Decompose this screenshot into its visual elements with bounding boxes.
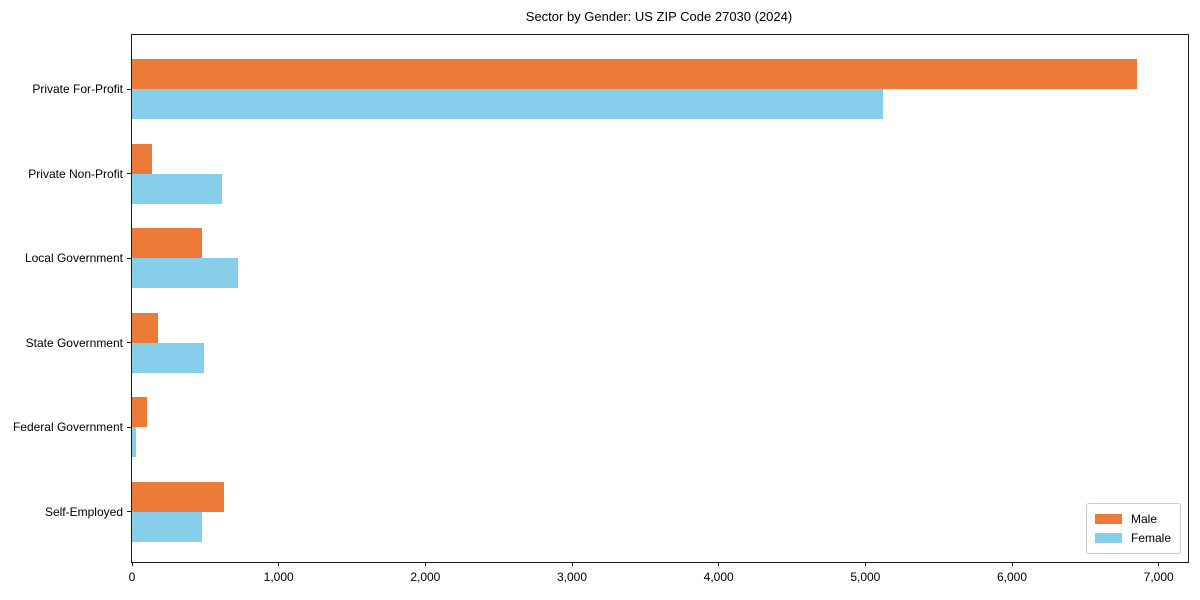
y-tick-state-government <box>127 342 131 343</box>
y-axis-label-federal-government: Federal Government <box>12 420 123 434</box>
bar-female-federal-government <box>132 427 136 457</box>
y-axis-label-self-employed: Self-Employed <box>44 504 123 519</box>
bar-male-local-government <box>132 228 203 258</box>
legend: Male Female <box>1085 503 1181 554</box>
x-tick-3 <box>571 562 573 566</box>
y-tick-self-employed <box>127 511 131 512</box>
y-tick-local-government <box>127 257 131 259</box>
x-axis-label-7: 7,000 <box>1143 570 1174 584</box>
y-axis-label-local-government: Local Government <box>24 251 123 265</box>
x-axis-label-0: 0 <box>128 570 136 584</box>
y-tick-private-non-profit <box>127 173 131 174</box>
bar-female-local-government <box>132 258 239 288</box>
legend-female-swatch <box>1094 532 1122 543</box>
x-tick-5 <box>864 562 866 566</box>
bar-male-state-government <box>132 312 159 343</box>
x-axis-label-1: 1,000 <box>263 570 294 584</box>
legend-female-label: Female <box>1130 530 1171 545</box>
plot-area: Male Female Private For-Profit Private No… <box>13 34 1189 584</box>
bar-female-state-government <box>132 342 204 373</box>
bar-female-self-employed <box>132 511 203 542</box>
bar-male-self-employed <box>132 481 225 512</box>
x-axis-label-4: 4,000 <box>703 570 734 584</box>
legend-item-female: Female <box>1094 528 1171 547</box>
x-tick-0 <box>131 562 133 566</box>
y-axis-label-private-non-profit: Private Non-Profit <box>28 166 123 181</box>
x-axis-label-3: 3,000 <box>556 570 588 584</box>
x-axis-label-6: 6,000 <box>996 570 1028 584</box>
y-tick-private-for-profit <box>127 88 131 90</box>
bar-male-private-non-profit <box>132 143 152 174</box>
x-axis-label-5: 5,000 <box>850 570 881 584</box>
bar-male-federal-government <box>132 397 147 427</box>
x-axis-label-2: 2,000 <box>410 570 441 584</box>
legend-male-swatch <box>1094 513 1122 524</box>
bar-female-private-non-profit <box>132 173 222 204</box>
y-axis-label-state-government: State Government <box>25 335 123 350</box>
legend-male-label: Male <box>1130 511 1157 526</box>
chart-title: Sector by Gender: US ZIP Code 27030 (202… <box>525 9 793 24</box>
x-tick-4 <box>718 562 720 566</box>
y-axis-label-private-for-profit: Private For-Profit <box>32 82 123 96</box>
y-tick-federal-government <box>127 426 131 428</box>
x-tick-7 <box>1158 562 1160 566</box>
legend-item-male: Male <box>1094 509 1171 528</box>
x-tick-6 <box>1011 562 1013 566</box>
bar-male-private-for-profit <box>132 59 1137 89</box>
x-tick-1 <box>278 562 280 566</box>
x-tick-2 <box>424 562 426 566</box>
bar-female-private-for-profit <box>132 89 883 119</box>
